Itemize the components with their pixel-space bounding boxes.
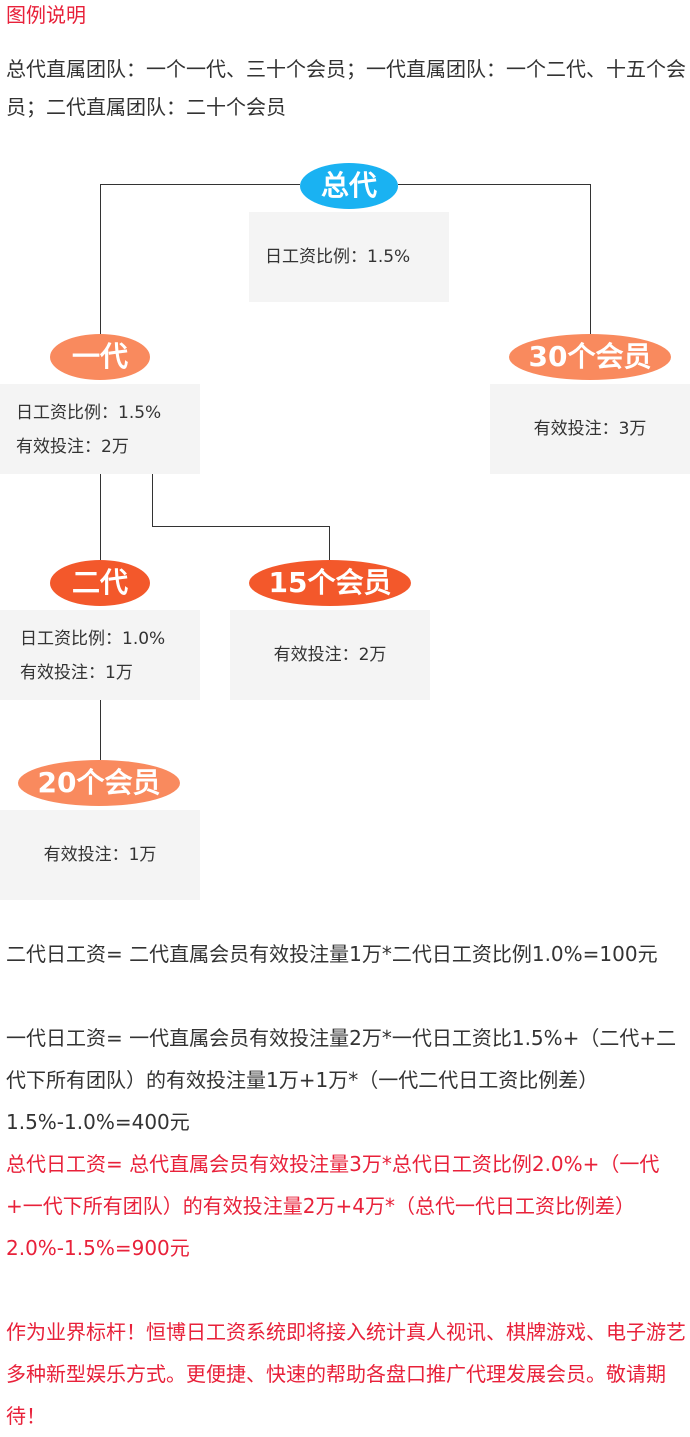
connector-line bbox=[100, 184, 300, 185]
members15-node: 15个会员 bbox=[249, 560, 411, 606]
members30-info-box: 有效投注：3万 bbox=[490, 384, 690, 474]
erdai-salary-formula: 二代日工资= 二代直属会员有效投注量1万*二代日工资比例1.0%=100元 bbox=[6, 942, 658, 966]
members15-info-box: 有效投注：2万 bbox=[230, 610, 430, 700]
members20-node: 20个会员 bbox=[18, 760, 180, 806]
yidai-salary-ratio: 日工资比例：1.5% bbox=[16, 403, 162, 423]
members30-valid-bet: 有效投注：3万 bbox=[533, 419, 647, 439]
connector-line bbox=[100, 700, 101, 760]
connector-line bbox=[590, 184, 591, 336]
connector-line bbox=[100, 184, 101, 336]
members20-valid-bet: 有效投注：1万 bbox=[43, 845, 157, 865]
zongdai-salary-ratio: 日工资比例：1.5% bbox=[265, 247, 411, 267]
connector-line bbox=[329, 526, 330, 562]
yidai-salary-formula: 一代日工资= 一代直属会员有效投注量2万*一代日工资比1.5%+（二代+二代下所… bbox=[6, 1026, 677, 1134]
team-structure-intro: 总代直属团队：一个一代、三十个会员；一代直属团队：一个二代、十五个会员；二代直属… bbox=[6, 57, 686, 119]
yidai-node: 一代 bbox=[50, 334, 150, 380]
erdai-salary-ratio: 日工资比例：1.0% bbox=[20, 629, 166, 649]
connector-line bbox=[398, 184, 590, 185]
yidai-valid-bet: 有效投注：2万 bbox=[16, 437, 129, 457]
zongdai-salary-formula: 总代日工资= 总代直属会员有效投注量3万*总代日工资比例2.0%+（一代+一代下… bbox=[6, 1152, 660, 1260]
members30-node: 30个会员 bbox=[509, 334, 671, 380]
erdai-valid-bet: 有效投注：1万 bbox=[20, 663, 133, 683]
connector-line bbox=[152, 474, 153, 527]
connector-line bbox=[100, 474, 101, 560]
zongdai-node: 总代 bbox=[300, 163, 398, 209]
zongdai-info-box: 日工资比例：1.5% bbox=[249, 212, 449, 302]
legend-title: 图例说明 bbox=[6, 3, 86, 27]
members15-valid-bet: 有效投注：2万 bbox=[273, 645, 387, 665]
connector-line bbox=[152, 526, 329, 527]
members20-info-box: 有效投注：1万 bbox=[0, 810, 200, 900]
erdai-node: 二代 bbox=[50, 560, 150, 606]
yidai-info-box: 日工资比例：1.5% 有效投注：2万 bbox=[0, 384, 200, 474]
promo-footer-text: 作为业界标杆！恒博日工资系统即将接入统计真人视讯、棋牌游戏、电子游艺多种新型娱乐… bbox=[6, 1320, 686, 1428]
erdai-info-box: 日工资比例：1.0% 有效投注：1万 bbox=[0, 610, 200, 700]
